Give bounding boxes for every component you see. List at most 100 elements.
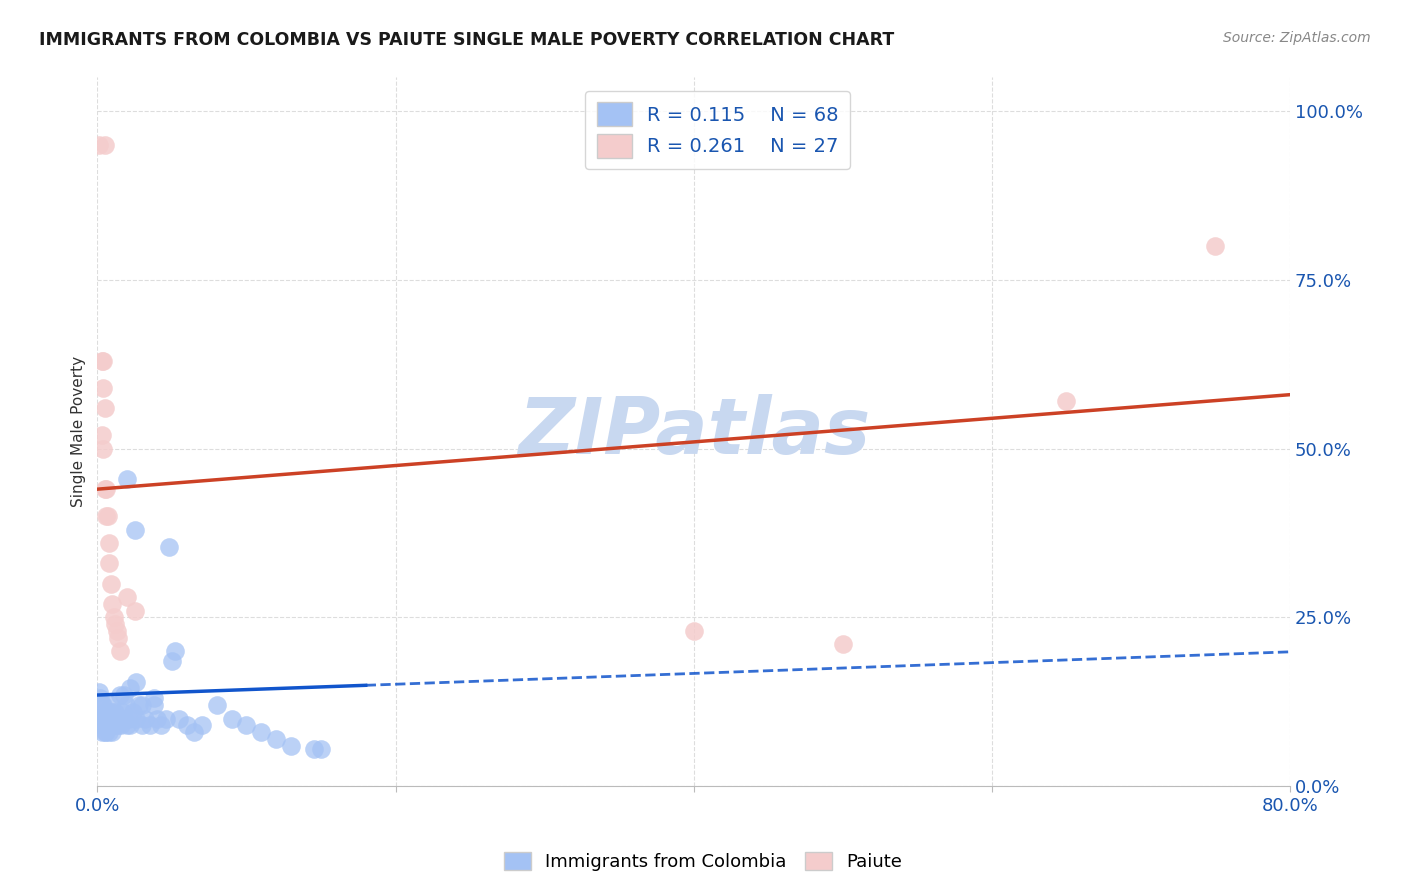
Point bbox=[91, 698, 114, 713]
Point bbox=[112, 688, 135, 702]
Point bbox=[100, 698, 122, 713]
Point bbox=[160, 654, 183, 668]
Point bbox=[104, 705, 127, 719]
Point bbox=[309, 742, 332, 756]
Text: Source: ZipAtlas.com: Source: ZipAtlas.com bbox=[1223, 31, 1371, 45]
Point bbox=[100, 718, 122, 732]
Point bbox=[169, 712, 191, 726]
Point bbox=[90, 354, 112, 368]
Point bbox=[105, 712, 128, 726]
Point bbox=[96, 509, 118, 524]
Point bbox=[90, 725, 112, 739]
Point bbox=[1054, 394, 1077, 409]
Point bbox=[112, 712, 135, 726]
Point bbox=[91, 442, 114, 456]
Point bbox=[101, 705, 124, 719]
Point bbox=[89, 712, 111, 726]
Point bbox=[94, 705, 117, 719]
Point bbox=[250, 725, 273, 739]
Point bbox=[91, 381, 114, 395]
Point bbox=[280, 739, 302, 753]
Point bbox=[98, 557, 121, 571]
Point bbox=[138, 718, 160, 732]
Point bbox=[115, 718, 138, 732]
Point bbox=[122, 705, 145, 719]
Point bbox=[94, 401, 117, 416]
Point bbox=[90, 698, 112, 713]
Point bbox=[91, 712, 114, 726]
Point bbox=[221, 712, 243, 726]
Legend: R = 0.115    N = 68, R = 0.261    N = 27: R = 0.115 N = 68, R = 0.261 N = 27 bbox=[585, 91, 851, 169]
Point bbox=[108, 688, 131, 702]
Point bbox=[120, 718, 142, 732]
Point bbox=[124, 523, 146, 537]
Point bbox=[94, 482, 117, 496]
Text: IMMIGRANTS FROM COLOMBIA VS PAIUTE SINGLE MALE POVERTY CORRELATION CHART: IMMIGRANTS FROM COLOMBIA VS PAIUTE SINGL… bbox=[39, 31, 894, 49]
Point bbox=[114, 698, 136, 713]
Point bbox=[97, 718, 120, 732]
Point bbox=[98, 712, 121, 726]
Point bbox=[101, 725, 124, 739]
Point bbox=[120, 681, 142, 696]
Point bbox=[115, 590, 138, 604]
Point bbox=[103, 718, 125, 732]
Point bbox=[264, 731, 287, 746]
Point bbox=[146, 712, 169, 726]
Text: ZIPatlas: ZIPatlas bbox=[517, 393, 870, 470]
Point bbox=[235, 718, 257, 732]
Point bbox=[90, 712, 112, 726]
Point bbox=[101, 597, 124, 611]
Point bbox=[97, 705, 120, 719]
Point bbox=[103, 712, 125, 726]
Point bbox=[205, 698, 228, 713]
Point bbox=[155, 712, 177, 726]
Y-axis label: Single Male Poverty: Single Male Poverty bbox=[72, 356, 86, 508]
Point bbox=[118, 712, 141, 726]
Point bbox=[105, 624, 128, 638]
Point bbox=[107, 631, 129, 645]
Point bbox=[94, 718, 117, 732]
Point bbox=[96, 725, 118, 739]
Point bbox=[108, 644, 131, 658]
Point bbox=[124, 604, 146, 618]
Point bbox=[125, 674, 148, 689]
Point bbox=[157, 540, 180, 554]
Point bbox=[108, 712, 131, 726]
Point bbox=[128, 698, 150, 713]
Point bbox=[150, 718, 173, 732]
Point bbox=[115, 472, 138, 486]
Point bbox=[1204, 239, 1226, 253]
Point bbox=[190, 718, 212, 732]
Point bbox=[98, 536, 121, 550]
Point bbox=[90, 428, 112, 442]
Point bbox=[131, 718, 153, 732]
Point bbox=[163, 644, 186, 658]
Point bbox=[131, 698, 153, 713]
Point bbox=[87, 137, 110, 152]
Point bbox=[96, 482, 118, 496]
Point bbox=[183, 725, 205, 739]
Point bbox=[98, 725, 121, 739]
Point bbox=[125, 712, 148, 726]
Point bbox=[110, 718, 132, 732]
Legend: Immigrants from Colombia, Paiute: Immigrants from Colombia, Paiute bbox=[496, 845, 910, 879]
Point bbox=[104, 617, 127, 632]
Point bbox=[91, 718, 114, 732]
Point bbox=[91, 354, 114, 368]
Point bbox=[87, 684, 110, 698]
Point bbox=[96, 712, 118, 726]
Point bbox=[94, 137, 117, 152]
Point bbox=[103, 610, 125, 624]
Point bbox=[94, 725, 117, 739]
Point bbox=[302, 742, 325, 756]
Point bbox=[134, 712, 156, 726]
Point bbox=[100, 576, 122, 591]
Point bbox=[89, 691, 111, 706]
Point bbox=[682, 624, 704, 638]
Point bbox=[97, 509, 120, 524]
Point bbox=[143, 698, 166, 713]
Point bbox=[111, 705, 134, 719]
Point bbox=[143, 691, 166, 706]
Point bbox=[107, 718, 129, 732]
Point bbox=[176, 718, 198, 732]
